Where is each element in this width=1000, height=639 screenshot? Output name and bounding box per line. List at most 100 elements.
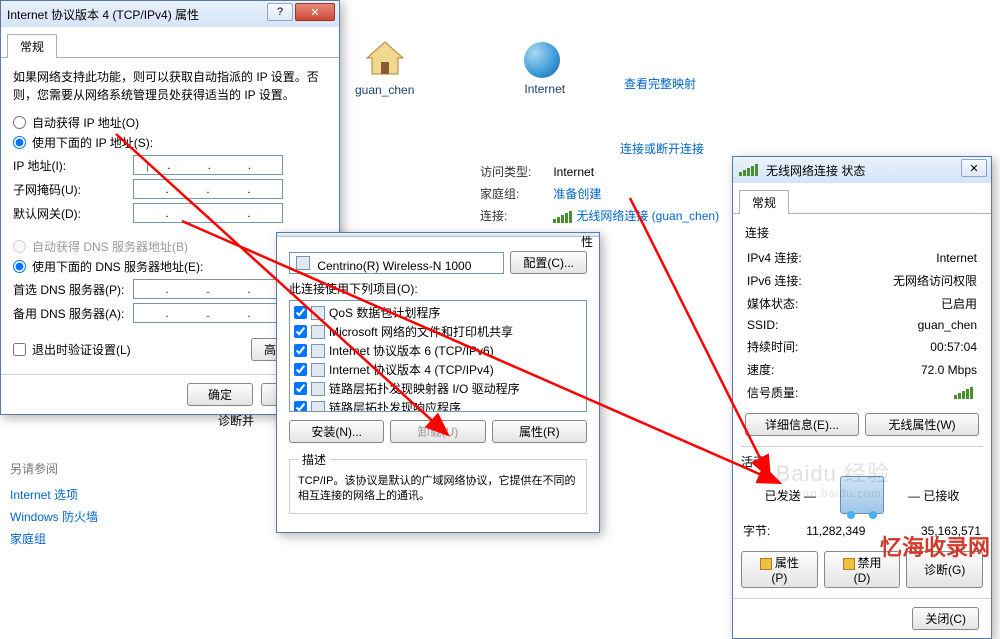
ipv4-conn-label: IPv4 连接:	[747, 247, 847, 268]
dns1-input[interactable]: ...	[133, 279, 283, 299]
ipv4-title-text: Internet 协议版本 4 (TCP/IPv4) 属性	[7, 6, 199, 23]
network-info-table: 访问类型:Internet 家庭组:准备创建 连接:无线网络连接 (guan_c…	[478, 160, 721, 228]
globe-icon	[524, 42, 560, 78]
ipv6-conn-label: IPv6 连接:	[747, 270, 847, 291]
protocol-icon	[311, 325, 325, 339]
radio-auto-dns-label: 自动获得 DNS 服务器地址(B)	[32, 238, 188, 255]
ssid-value: guan_chen	[849, 316, 977, 334]
wstatus-close-button[interactable]: ✕	[961, 159, 987, 177]
adapter-icon	[296, 256, 310, 270]
item-label: Internet 协议版本 4 (TCP/IPv4)	[329, 361, 494, 378]
wireless-status-dialog: 无线网络连接 状态 ✕ 常规 连接 IPv4 连接:Internet IPv6 …	[732, 156, 992, 639]
item-checkbox[interactable]	[294, 306, 307, 319]
help-button[interactable]: ?	[267, 3, 293, 21]
ip-address-input[interactable]: |...	[133, 155, 283, 175]
internet-options-link[interactable]: Internet 选项	[10, 484, 98, 506]
activity-section-label: 活动	[741, 453, 983, 470]
connection-status-table: IPv4 连接:Internet IPv6 连接:无网络访问权限 媒体状态:已启…	[745, 245, 979, 405]
radio-auto-ip-label: 自动获得 IP 地址(O)	[32, 114, 139, 131]
item-checkbox[interactable]	[294, 344, 307, 357]
item-checkbox[interactable]	[294, 401, 307, 412]
network-map: guan_chen Internet	[355, 40, 565, 97]
radio-use-ip[interactable]	[13, 136, 26, 149]
adapter-name: Centrino(R) Wireless-N 1000	[317, 259, 471, 273]
description-label: 描述	[298, 451, 330, 468]
wstatus-titlebar[interactable]: 无线网络连接 状态 ✕	[733, 157, 991, 183]
dns1-label: 首选 DNS 服务器(P):	[13, 281, 133, 298]
speed-value: 72.0 Mbps	[849, 359, 977, 380]
sidebar-see-also: 另请参阅 Internet 选项 Windows 防火墙 家庭组	[10, 458, 98, 550]
details-button[interactable]: 详细信息(E)...	[745, 413, 859, 436]
item-label: Internet 协议版本 6 (TCP/IPv6)	[329, 342, 494, 359]
item-label: 链路层拓扑发现响应程序	[329, 399, 461, 412]
activity-icon	[840, 476, 884, 514]
duration-label: 持续时间:	[747, 336, 847, 357]
media-state-label: 媒体状态:	[747, 293, 847, 314]
description-text: TCP/IP。该协议是默认的广域网络协议，它提供在不同的相互连接的网络上的通讯。	[298, 474, 578, 505]
radio-auto-ip[interactable]	[13, 116, 26, 129]
subnet-mask-input[interactable]: ...	[133, 179, 283, 199]
close-button[interactable]: ✕	[295, 3, 335, 21]
ssid-label: SSID:	[747, 316, 847, 334]
radio-auto-dns	[13, 240, 26, 253]
firewall-link[interactable]: Windows 防火墙	[10, 506, 98, 528]
access-type-value: Internet	[553, 162, 719, 182]
wstatus-tab-general[interactable]: 常规	[739, 190, 789, 214]
gateway-label: 默认网关(D):	[13, 205, 133, 222]
wstatus-close-btn[interactable]: 关闭(C)	[912, 607, 979, 630]
item-label: Microsoft 网络的文件和打印机共享	[329, 323, 513, 340]
view-full-map-link[interactable]: 查看完整映射	[624, 75, 696, 92]
globe-label: Internet	[524, 82, 565, 96]
item-checkbox[interactable]	[294, 382, 307, 395]
item-label: 链路层拓扑发现映射器 I/O 驱动程序	[329, 380, 520, 397]
item-checkbox[interactable]	[294, 325, 307, 338]
configure-button[interactable]: 配置(C)...	[510, 251, 587, 274]
workspace: guan_chen Internet 查看完整映射 连接或断开连接 访问类型:I…	[0, 0, 1000, 570]
dns2-input[interactable]: ...	[133, 303, 283, 323]
ipv4-titlebar[interactable]: Internet 协议版本 4 (TCP/IPv4) 属性 ? ✕	[1, 1, 339, 27]
list-item[interactable]: QoS 数据包计划程序	[292, 303, 584, 322]
media-state-value: 已启用	[849, 293, 977, 314]
ipv4-tabs: 常规	[1, 27, 339, 58]
radio-use-ip-label: 使用下面的 IP 地址(S):	[32, 134, 153, 151]
items-listbox[interactable]: QoS 数据包计划程序 Microsoft 网络的文件和打印机共享 Internet…	[289, 300, 587, 412]
subnet-mask-label: 子网掩码(U):	[13, 181, 133, 198]
radio-use-dns-label: 使用下面的 DNS 服务器地址(E):	[32, 258, 203, 275]
gateway-input[interactable]: ...	[133, 203, 283, 223]
list-item[interactable]: 链路层拓扑发现映射器 I/O 驱动程序	[292, 379, 584, 398]
radio-use-dns[interactable]	[13, 260, 26, 273]
access-type-label: 访问类型:	[480, 162, 551, 182]
tab-general[interactable]: 常规	[7, 34, 57, 58]
connect-disconnect-link[interactable]: 连接或断开连接	[620, 140, 704, 157]
homegroup-link[interactable]: 准备创建	[553, 184, 719, 204]
bytes-recv: 35,163,571	[885, 522, 981, 539]
see-also-heading: 另请参阅	[10, 458, 98, 480]
items-label: 此连接使用下列项目(O):	[289, 280, 587, 297]
item-label: QoS 数据包计划程序	[329, 304, 440, 321]
properties-button[interactable]: 属性(R)	[492, 420, 587, 443]
list-item[interactable]: 链路层拓扑发现响应程序	[292, 398, 584, 412]
house-icon	[365, 40, 405, 76]
duration-value: 00:57:04	[849, 336, 977, 357]
sent-label: 已发送 —	[765, 487, 816, 504]
signal-icon	[739, 164, 758, 176]
install-button[interactable]: 安装(N)...	[289, 420, 384, 443]
protocol-icon	[311, 401, 325, 413]
list-item[interactable]: Internet 协议版本 6 (TCP/IPv6)	[292, 341, 584, 360]
connection-section-label: 连接	[745, 224, 979, 241]
homegroup-link-side[interactable]: 家庭组	[10, 528, 98, 550]
ipv6-conn-value: 无网络访问权限	[849, 270, 977, 291]
protocol-icon	[311, 306, 325, 320]
protocol-icon	[311, 344, 325, 358]
list-item[interactable]: Internet 协议版本 4 (TCP/IPv4)	[292, 360, 584, 379]
wireless-props-button[interactable]: 无线属性(W)	[865, 413, 979, 436]
list-item[interactable]: Microsoft 网络的文件和打印机共享	[292, 322, 584, 341]
signal-quality-value	[849, 382, 977, 403]
connections-label: 连接:	[480, 206, 551, 226]
item-checkbox[interactable]	[294, 363, 307, 376]
connection-link[interactable]: 无线网络连接 (guan_chen)	[553, 206, 719, 226]
protocol-icon	[311, 363, 325, 377]
validate-exit-checkbox[interactable]	[13, 343, 26, 356]
protocol-icon	[311, 382, 325, 396]
ok-button[interactable]: 确定	[187, 383, 253, 406]
